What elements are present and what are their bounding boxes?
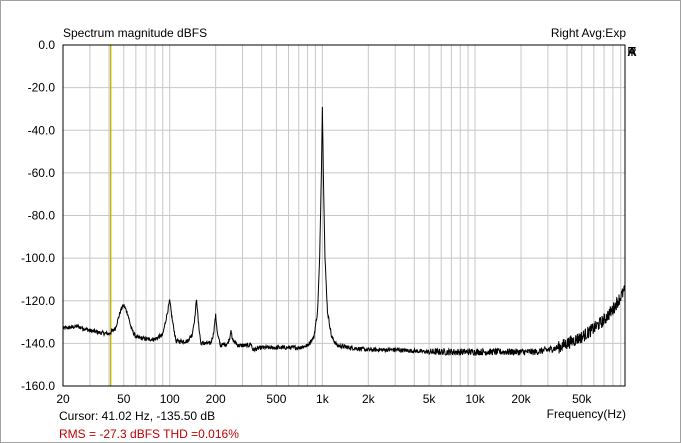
cursor-readout: Cursor: 41.02 Hz, -135.50 dB [59, 409, 216, 423]
brand-letter: A [627, 44, 637, 59]
x-tick-label: 10k [465, 392, 485, 406]
chart-subtitle: Right Avg:Exp [550, 26, 626, 40]
y-tick-label: 0.0 [38, 38, 55, 52]
brand-letter: R [627, 44, 637, 59]
chart-title: Spectrum magnitude dBFS [63, 26, 208, 40]
y-tick-label: -20.0 [28, 81, 56, 95]
y-tick-label: -160.0 [21, 379, 55, 393]
brand-letter: T [628, 44, 636, 59]
y-tick-label: -140.0 [21, 336, 55, 350]
x-tick-label: 20k [511, 392, 531, 406]
y-tick-label: -100.0 [21, 251, 55, 265]
y-tick-label: -80.0 [28, 209, 56, 223]
plot-frame [62, 44, 626, 387]
spectrum-curve [62, 106, 626, 356]
brand-letter: A [627, 44, 637, 59]
x-tick-label: 1k [316, 392, 330, 406]
rms-thd-readout: RMS = -27.3 dBFS THD =0.016% [59, 427, 239, 441]
y-tick-label: -60.0 [28, 166, 56, 180]
x-tick-label: 50 [117, 392, 131, 406]
y-tick-label: -120.0 [21, 294, 55, 308]
x-tick-label: 100 [160, 392, 180, 406]
x-tick-label: 200 [206, 392, 226, 406]
y-tick-label: -40.0 [28, 123, 56, 137]
x-axis-label: Frequency(Hz) [546, 407, 626, 421]
x-tick-labels: 20 50 100 200 500 1k 2k 5k 10k 20k 50k [56, 392, 592, 406]
x-tick-label: 20 [56, 392, 70, 406]
x-tick-label: 500 [266, 392, 286, 406]
x-tick-label: 50k [572, 392, 592, 406]
grid [63, 44, 625, 387]
x-tick-label: 2k [362, 392, 376, 406]
x-tick-label: 5k [423, 392, 437, 406]
y-tick-labels: 0.0 -20.0 -40.0 -60.0 -80.0 -100.0 -120.0 -140.… [21, 38, 55, 393]
